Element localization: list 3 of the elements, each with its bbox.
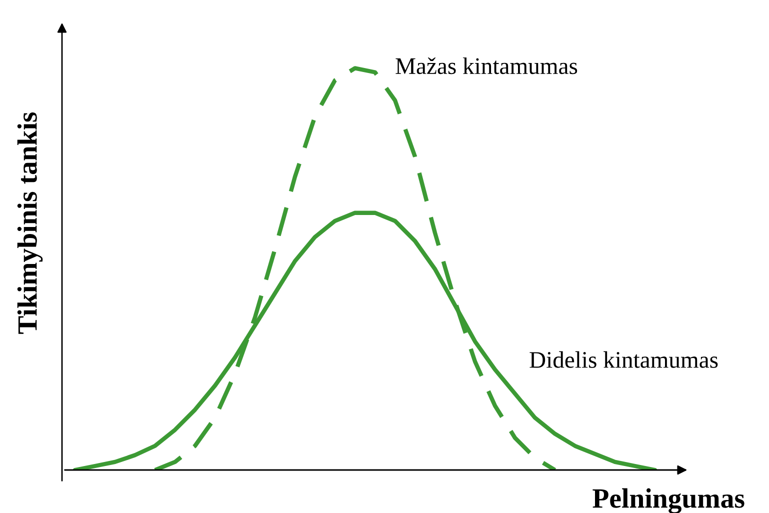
series-label: Mažas kintamumas	[396, 57, 578, 74]
y-axis-title: Tikimybinis tankis	[17, 112, 43, 334]
series-label: Didelis kintamumas	[530, 351, 718, 368]
